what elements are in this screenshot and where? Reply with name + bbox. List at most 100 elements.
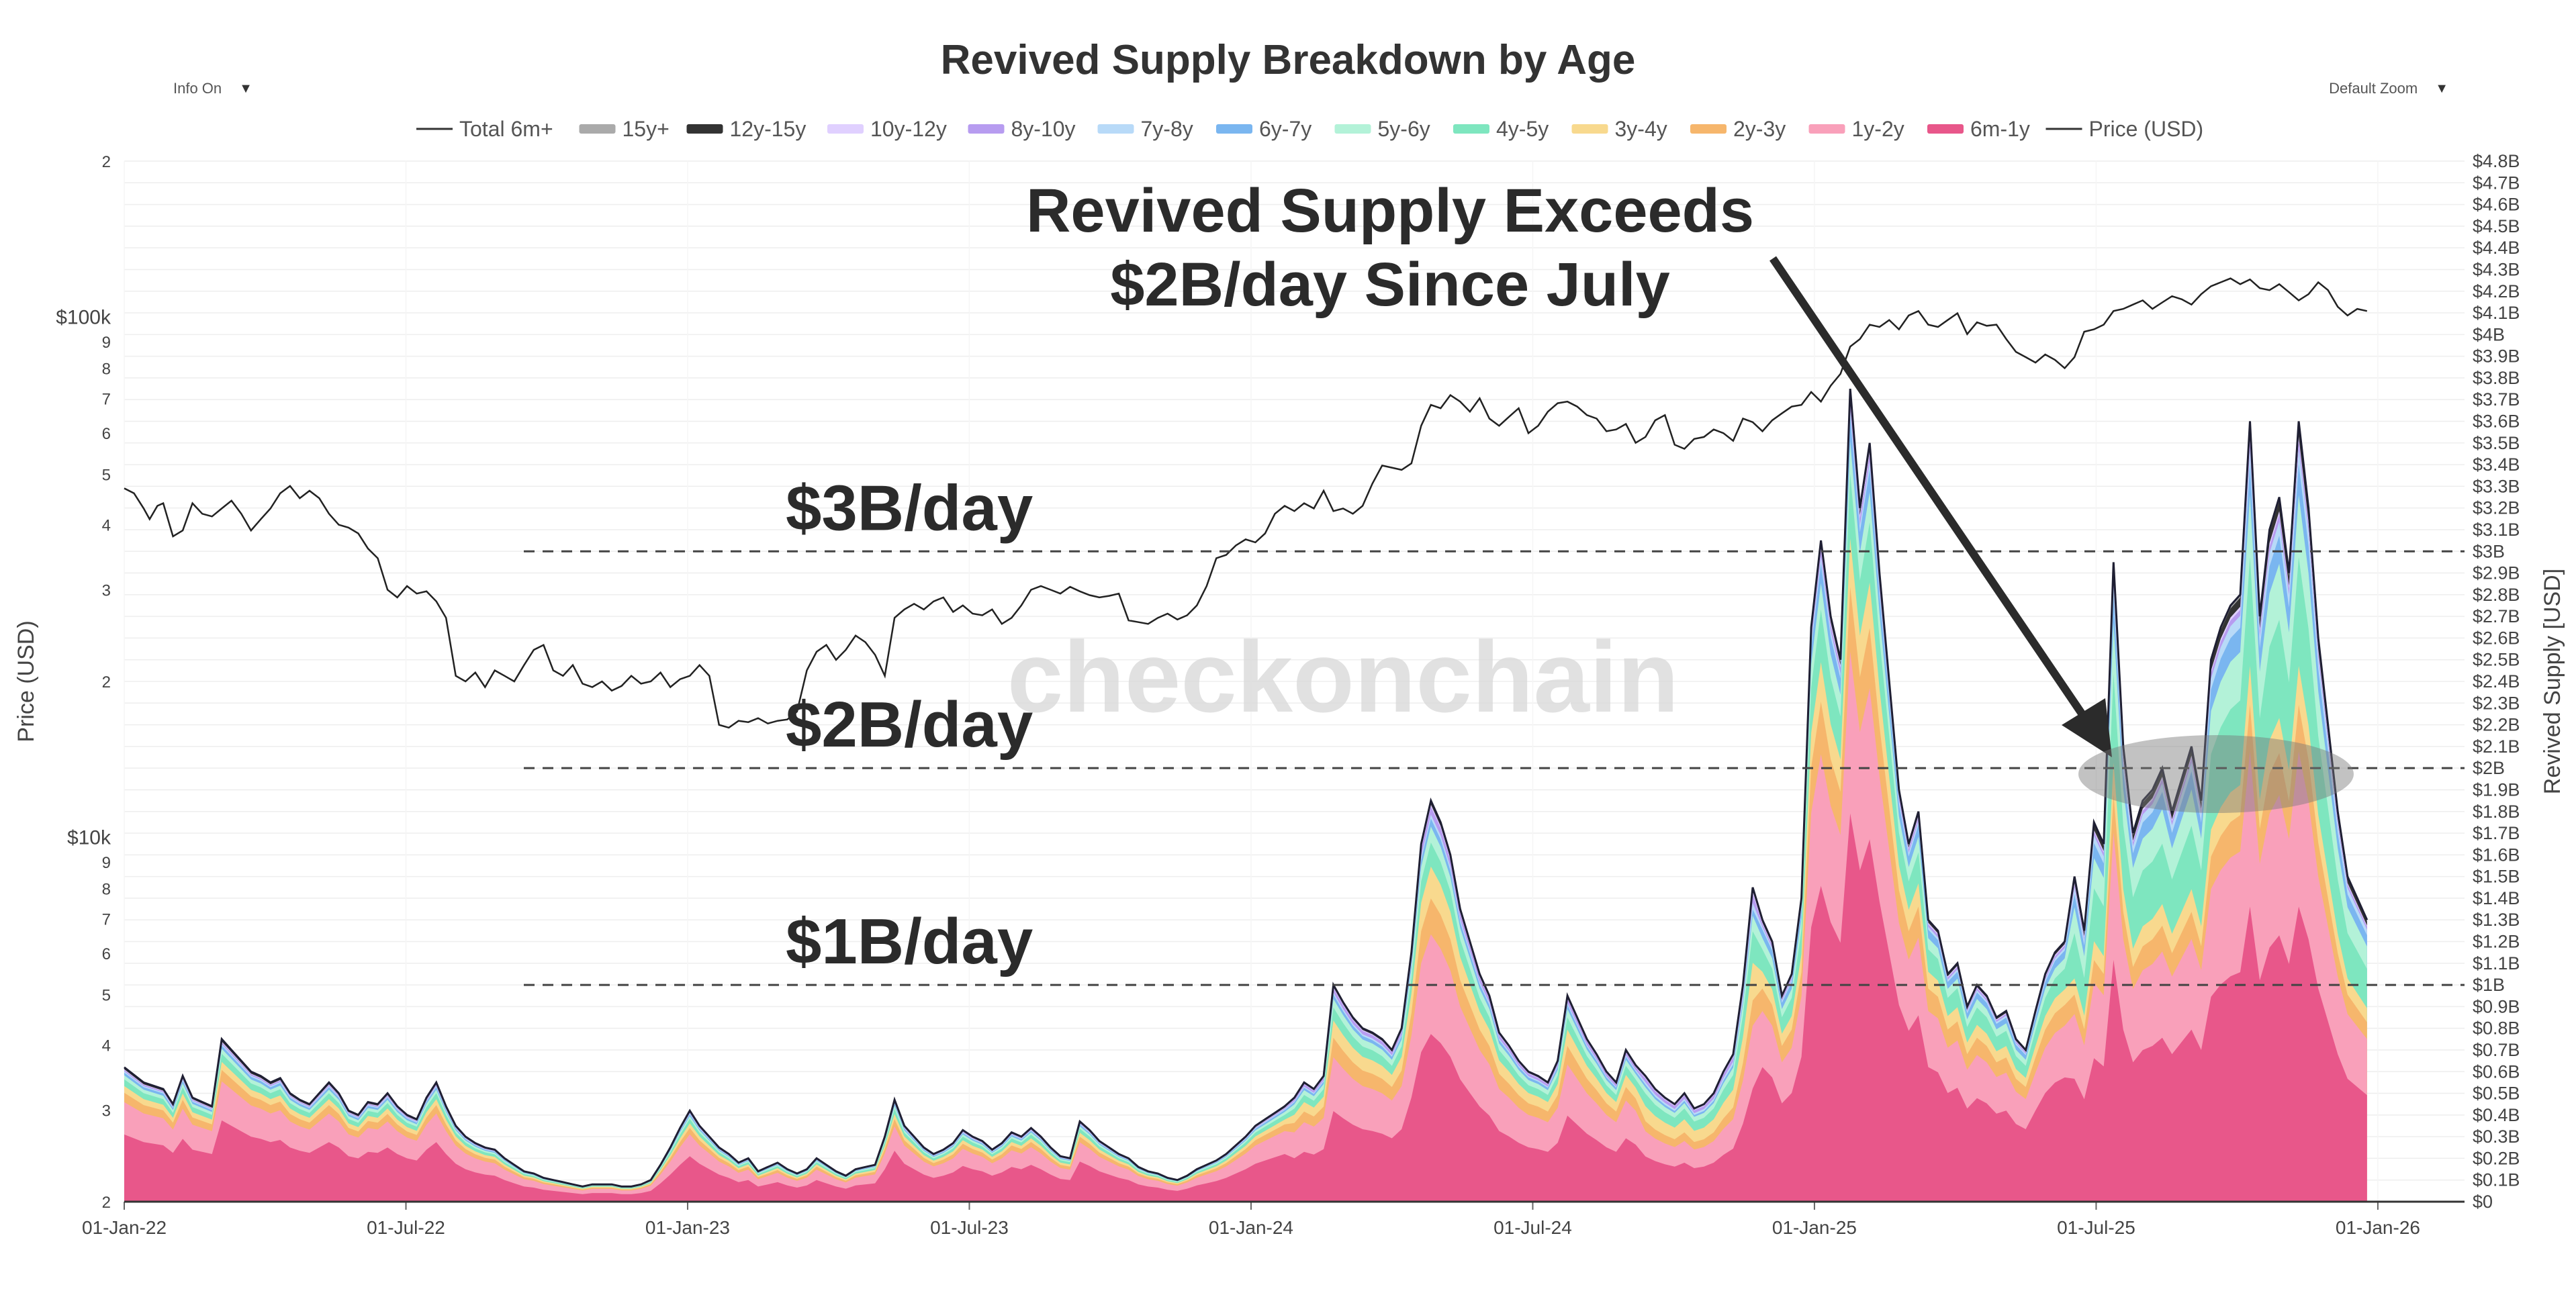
- x-tick-label: 01-Jan-24: [1209, 1217, 1293, 1238]
- left-axis-title: Price (USD): [13, 620, 39, 742]
- right-tick-label: $2.3B: [2473, 693, 2520, 713]
- legend-item: 6m-1y: [1927, 117, 2030, 141]
- left-tick-label: 8: [102, 880, 111, 898]
- legend-label: 2y-3y: [1733, 117, 1786, 141]
- reference-label: $2B/day: [786, 689, 1033, 761]
- right-axis-title: Revived Supply [USD]: [2540, 569, 2565, 794]
- legend: Total 6m+ 15y+ 12y-15y 10y-12y 8y-10y 7y-8y 6y…: [416, 117, 2203, 141]
- legend-label: 4y-5y: [1496, 117, 1549, 141]
- legend-swatch: [1453, 124, 1489, 134]
- left-tick-label: 2: [102, 1194, 111, 1212]
- right-tick-label: $2.2B: [2473, 715, 2520, 735]
- right-tick-label: $0.5B: [2473, 1084, 2520, 1104]
- legend-item: 7y-8y: [1098, 117, 1193, 141]
- right-tick-label: $3.9B: [2473, 346, 2520, 367]
- right-tick-label: $3.6B: [2473, 412, 2520, 432]
- legend-item: 4y-5y: [1453, 117, 1549, 141]
- legend-label: Price (USD): [2089, 117, 2204, 141]
- legend-label: 12y-15y: [730, 117, 807, 141]
- right-tick-label: $3.3B: [2473, 476, 2520, 496]
- right-tick-label: $2.8B: [2473, 585, 2520, 605]
- right-tick-label: $3B: [2473, 541, 2505, 561]
- legend-item: Total 6m+: [416, 117, 553, 141]
- right-tick-label: $0.1B: [2473, 1170, 2520, 1190]
- legend-item: 10y-12y: [827, 117, 947, 141]
- right-tick-label: $4B: [2473, 324, 2505, 344]
- left-tick-label: 9: [102, 854, 111, 872]
- legend-label: 6m-1y: [1970, 117, 2030, 141]
- legend-label: 15y+: [623, 117, 670, 141]
- legend-swatch: [1927, 124, 1964, 134]
- right-tick-label: $4.3B: [2473, 259, 2520, 279]
- left-tick-label: 3: [102, 1102, 111, 1120]
- legend-swatch: [1572, 124, 1608, 134]
- right-tick-label: $1.4B: [2473, 888, 2520, 908]
- right-tick-label: $0.2B: [2473, 1148, 2520, 1168]
- x-tick-label: 01-Jan-26: [2336, 1217, 2420, 1238]
- watermark: checkonchain: [1007, 620, 1679, 733]
- right-tick-label: $1.6B: [2473, 845, 2520, 865]
- right-tick-label: $2.5B: [2473, 650, 2520, 670]
- legend-item: 2y-3y: [1690, 117, 1786, 141]
- right-tick-label: $2.9B: [2473, 563, 2520, 583]
- arrow-head: [2062, 698, 2112, 757]
- right-tick-label: $1.3B: [2473, 910, 2520, 930]
- legend-item: 8y-10y: [968, 117, 1076, 141]
- revived-supply-chart: Revived Supply Breakdown by Age Total 6m…: [0, 0, 2576, 1293]
- right-tick-label: $3.2B: [2473, 498, 2520, 518]
- legend-label: 8y-10y: [1011, 117, 1076, 141]
- legend-item: Price (USD): [2046, 117, 2204, 141]
- right-tick-label: $0.4B: [2473, 1105, 2520, 1125]
- right-tick-label: $1.9B: [2473, 779, 2520, 800]
- left-tick-label: 3: [102, 582, 111, 600]
- x-tick-label: 01-Jul-24: [1493, 1217, 1572, 1238]
- legend-item: 6y-7y: [1216, 117, 1312, 141]
- x-tick-label: 01-Jan-23: [645, 1217, 730, 1238]
- right-tick-label: $2B: [2473, 758, 2505, 778]
- left-tick-label: $10k: [67, 826, 111, 849]
- right-tick-label: $0.8B: [2473, 1018, 2520, 1039]
- chart-title: Revived Supply Breakdown by Age: [941, 37, 1636, 83]
- legend-swatch: [1809, 124, 1845, 134]
- legend-swatch: [1098, 124, 1134, 134]
- info-label: Info On: [173, 80, 222, 97]
- legend-label: 6y-7y: [1259, 117, 1312, 141]
- left-tick-label: 6: [102, 425, 111, 443]
- right-tick-label: $0.6B: [2473, 1061, 2520, 1082]
- right-tick-label: $4.2B: [2473, 281, 2520, 301]
- legend-item: 5y-6y: [1335, 117, 1430, 141]
- zoom-select[interactable]: Default Zoom ▼: [2329, 75, 2448, 102]
- left-tick-label: 2: [102, 153, 111, 171]
- right-tick-label: $1.5B: [2473, 867, 2520, 887]
- right-tick-label: $3.5B: [2473, 433, 2520, 453]
- left-tick-label: 4: [102, 1037, 111, 1055]
- info-toggle[interactable]: Info On ▼: [173, 75, 252, 102]
- right-tick-label: $1.7B: [2473, 823, 2520, 843]
- legend-swatch: [580, 124, 616, 134]
- area-1y-2y: [124, 652, 2367, 1202]
- reference-label: $3B/day: [786, 472, 1033, 544]
- right-tick-label: $2.6B: [2473, 628, 2520, 648]
- right-tick-label: $3.1B: [2473, 520, 2520, 540]
- right-tick-label: $0.3B: [2473, 1127, 2520, 1147]
- x-tick-label: 01-Jan-25: [1772, 1217, 1857, 1238]
- right-tick-label: $3.7B: [2473, 389, 2520, 410]
- left-tick-label: 8: [102, 360, 111, 378]
- headline-line-2: $2B/day Since July: [1110, 250, 1670, 319]
- x-tick-label: 01-Jul-23: [930, 1217, 1009, 1238]
- legend-swatch: [968, 124, 1005, 134]
- right-tick-label: $4.1B: [2473, 303, 2520, 323]
- highlight-ellipse: [2078, 735, 2354, 813]
- right-tick-label: $3.8B: [2473, 368, 2520, 388]
- right-tick-label: $0.7B: [2473, 1040, 2520, 1060]
- right-tick-label: $3.4B: [2473, 454, 2520, 475]
- legend-swatch: [687, 124, 723, 134]
- right-tick-label: $1.8B: [2473, 802, 2520, 822]
- legend-label: 1y-2y: [1852, 117, 1904, 141]
- legend-label: 7y-8y: [1141, 117, 1193, 141]
- legend-item: 1y-2y: [1809, 117, 1904, 141]
- left-tick-label: 7: [102, 910, 111, 928]
- stacked-areas: [124, 389, 2367, 1202]
- left-tick-label: 9: [102, 334, 111, 352]
- legend-item: 15y+: [580, 117, 670, 141]
